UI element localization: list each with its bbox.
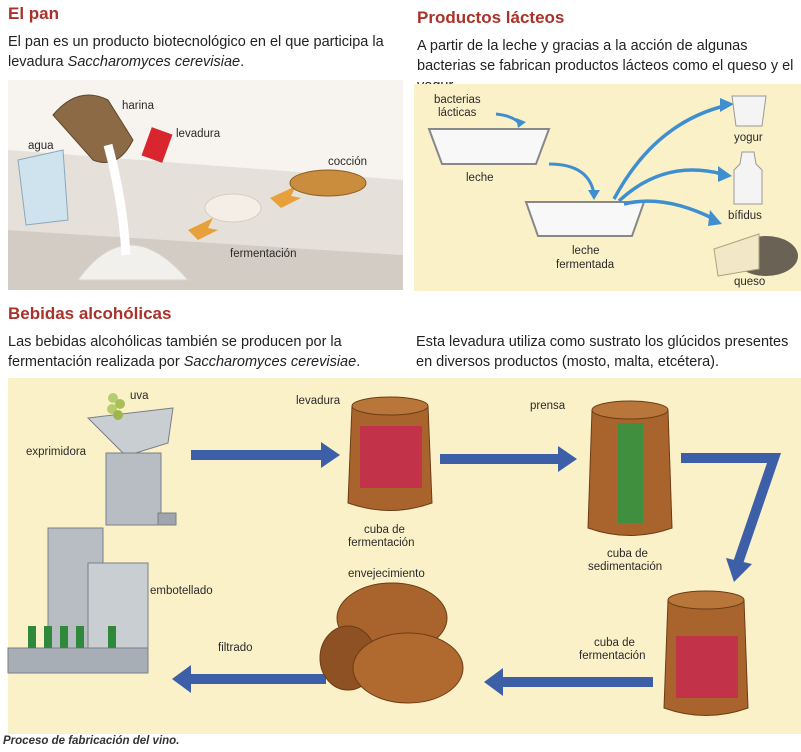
label-cuba-fermentacion-2a: cuba de: [594, 637, 635, 649]
label-cuba-fermentacion-1a: cuba de: [364, 524, 405, 536]
label-prensa: prensa: [530, 400, 566, 412]
figure-caption: Proceso de fabricación del vino.: [3, 735, 180, 747]
bread-heading: El pan: [8, 4, 60, 23]
aging-barrels-icon: [319, 582, 464, 704]
label-levadura-vat: levadura: [296, 395, 341, 407]
bottling-machine-icon: [7, 527, 149, 674]
bread-text-end: .: [240, 54, 245, 70]
label-fermentacion: fermentación: [230, 248, 297, 260]
drinks-paragraph-right: Esta levadura utiliza como sustrato los …: [416, 334, 789, 370]
label-bacterias: bacterias: [434, 94, 481, 106]
label-embotellado: embotellado: [150, 585, 213, 597]
label-coccion: cocción: [328, 156, 367, 168]
bifidus-bottle-icon: [733, 151, 763, 205]
label-agua: agua: [28, 140, 54, 152]
label-leche-fermentada-2: fermentada: [556, 259, 615, 271]
label-uva: uva: [130, 390, 149, 402]
label-cuba-sedimentacion-b: sedimentación: [588, 561, 663, 573]
drinks-text-left-start: Las bebidas alcohólicas también se produ…: [8, 334, 342, 370]
label-envejecimiento: envejecimiento: [348, 568, 425, 580]
dairy-heading: Productos lácteos: [417, 8, 565, 27]
bread-text-start: El pan es un producto biotecnológico en …: [8, 34, 384, 70]
drinks-paragraph-left: Las bebidas alcohólicas también se produ…: [8, 332, 400, 372]
dairy-illustration: bacterias lácticas leche leche fermentad…: [414, 84, 801, 291]
label-cuba-fermentacion-1b: fermentación: [348, 537, 415, 549]
label-leche: leche: [466, 172, 494, 184]
wine-process-graphic: [7, 393, 781, 716]
label-cuba-fermentacion-2b: fermentación: [579, 650, 646, 662]
exprimidora-machine-icon: [86, 407, 174, 457]
label-lacticas: lácticas: [438, 107, 477, 119]
drinks-yeast-species-name: Saccharomyces cerevisiae: [183, 354, 357, 370]
flour-sack-icon: [52, 94, 134, 163]
sedimentation-vat-icon: [587, 400, 673, 536]
wine-process-diagram: uva exprimidora levadura prensa cuba de …: [7, 378, 801, 734]
yeast-packet-icon: [141, 127, 173, 163]
label-filtrado: filtrado: [218, 642, 253, 654]
label-levadura: levadura: [176, 128, 221, 140]
label-yogur: yogur: [734, 132, 763, 144]
label-exprimidora: exprimidora: [26, 446, 87, 458]
dairy-illustration-graphic: [427, 95, 798, 277]
dough-icon: [204, 193, 262, 223]
grapes-icon: [107, 393, 125, 420]
water-jug-icon: [17, 149, 69, 226]
fermentation-vat-1-icon: [347, 396, 433, 511]
drinks-text-left-end: .: [356, 354, 361, 370]
bread-illustration: harina agua levadura cocción fermentació…: [8, 80, 403, 290]
label-bifidus: bífidus: [728, 210, 762, 222]
fermented-milk-tray-icon: [524, 201, 646, 237]
label-cuba-sedimentacion-a: cuba de: [607, 548, 648, 560]
label-queso: queso: [734, 276, 766, 288]
yeast-species-name: Saccharomyces cerevisiae: [67, 54, 241, 70]
fermentation-vat-2-icon: [663, 590, 749, 716]
label-harina: harina: [122, 100, 154, 112]
label-leche-fermentada-1: leche: [572, 245, 600, 257]
bread-illustration-graphic: [8, 94, 403, 290]
yogurt-icon: [731, 95, 767, 127]
bread-loaf-icon: [289, 169, 367, 197]
bread-paragraph: El pan es un producto biotecnológico en …: [8, 32, 400, 72]
drinks-heading: Bebidas alcohólicas: [8, 304, 172, 323]
milk-tray-icon: [427, 128, 551, 165]
